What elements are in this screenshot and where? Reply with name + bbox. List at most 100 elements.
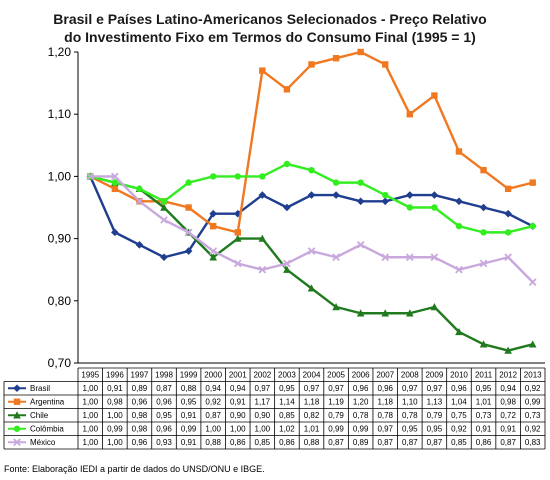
data-label: 0,83 <box>525 438 541 447</box>
data-table: 1995 1996 1997 1998 1999 2000 2001 2002 2003 2004… <box>3 367 546 450</box>
data-label: 0,94 <box>500 384 516 393</box>
data-label: 0,89 <box>132 384 148 393</box>
data-label: 0,94 <box>205 384 221 393</box>
data-point <box>479 340 488 348</box>
legend-entry: Colômbia <box>30 425 64 434</box>
data-point <box>308 166 315 174</box>
x-tick-label: 2006 <box>352 371 370 380</box>
data-label: 0,85 <box>255 438 271 447</box>
data-label: 0,96 <box>156 398 172 407</box>
data-point <box>185 179 192 186</box>
data-point <box>258 265 267 274</box>
data-point <box>332 55 340 62</box>
data-label: 0,88 <box>181 384 197 393</box>
data-point <box>528 278 537 286</box>
data-point <box>357 48 364 56</box>
data-label: 0,95 <box>181 398 197 407</box>
data-point <box>381 197 390 206</box>
data-label: 0,78 <box>377 411 393 420</box>
data-point <box>283 203 291 212</box>
data-point <box>283 259 291 268</box>
data-label: 1,10 <box>402 398 418 407</box>
legend-entry: México <box>30 438 56 447</box>
data-point <box>529 222 536 230</box>
data-point <box>160 198 168 205</box>
data-label: 0,99 <box>107 425 123 434</box>
data-point <box>479 259 488 268</box>
data-label: 1,00 <box>83 384 99 393</box>
data-point <box>455 148 463 155</box>
data-point <box>111 179 119 186</box>
data-point <box>430 253 439 262</box>
data-label: 0,87 <box>205 411 221 420</box>
data-point <box>405 253 414 262</box>
legend-marker <box>13 438 21 447</box>
data-label: 0,96 <box>377 384 393 393</box>
series-group <box>87 48 536 236</box>
data-label: 0,87 <box>328 438 344 447</box>
data-label: 1,18 <box>377 398 393 407</box>
x-tick-label: 2012 <box>499 371 517 380</box>
y-tick-label: 0,80 <box>48 294 72 308</box>
data-point <box>259 173 266 180</box>
source-note: Fonte: Elaboração IEDI a partir de dados… <box>4 464 265 474</box>
data-label: 0,91 <box>181 411 197 420</box>
legend-marker <box>13 425 21 432</box>
x-tick-label: 2004 <box>303 371 321 380</box>
series-group <box>86 172 537 262</box>
legend-marker <box>13 411 21 419</box>
data-label: 0,85 <box>279 411 295 420</box>
data-point <box>111 185 119 193</box>
data-label: 0,97 <box>427 384 443 393</box>
data-label: 1,04 <box>451 398 467 407</box>
data-label: 0,78 <box>402 411 418 420</box>
x-tick-label: 1997 <box>131 371 149 380</box>
data-point <box>406 204 414 211</box>
data-point <box>307 247 316 255</box>
data-label: 0,96 <box>451 384 467 393</box>
data-point <box>258 234 267 242</box>
data-point <box>160 203 168 211</box>
data-label: 1,19 <box>328 398 344 407</box>
data-point <box>357 179 364 186</box>
data-label: 0,92 <box>205 398 221 407</box>
data-point <box>504 346 512 354</box>
data-label: 1,20 <box>353 398 369 407</box>
data-label: 0,87 <box>377 438 393 447</box>
series-line <box>89 175 534 259</box>
data-point <box>111 172 119 181</box>
data-point <box>135 197 144 206</box>
data-label: 0,95 <box>156 411 172 420</box>
x-tick-label: 1998 <box>155 371 173 380</box>
chart-title-line-2: do Investimento Fixo em Termos do Consum… <box>64 29 476 45</box>
x-tick-label: 1996 <box>106 371 124 380</box>
data-point <box>86 172 95 181</box>
data-label: 0,99 <box>525 398 541 407</box>
data-label: 0,90 <box>255 411 271 420</box>
x-tick-label: 2007 <box>376 371 394 380</box>
data-point <box>283 86 291 93</box>
data-label: 0,79 <box>328 411 344 420</box>
data-point <box>160 216 168 224</box>
data-label: 1,00 <box>83 398 99 407</box>
y-tick-label: 1,00 <box>48 169 72 183</box>
data-label: 0,97 <box>304 384 320 393</box>
x-tick-label: 1995 <box>81 371 99 380</box>
data-label: 1,01 <box>476 398 492 407</box>
data-label: 0,92 <box>525 384 541 393</box>
data-label: 1,01 <box>304 425 320 434</box>
data-label: 0,97 <box>255 384 271 393</box>
data-point <box>209 209 217 218</box>
data-point <box>209 173 217 180</box>
data-label: 0,96 <box>156 425 172 434</box>
data-point <box>209 253 217 261</box>
data-point <box>455 222 463 230</box>
data-label: 0,89 <box>353 438 369 447</box>
data-point <box>382 61 389 68</box>
data-point <box>381 309 390 317</box>
data-point <box>283 160 291 168</box>
data-point <box>529 179 536 186</box>
data-point <box>504 229 512 236</box>
data-point <box>406 309 414 317</box>
series-line <box>89 50 534 234</box>
